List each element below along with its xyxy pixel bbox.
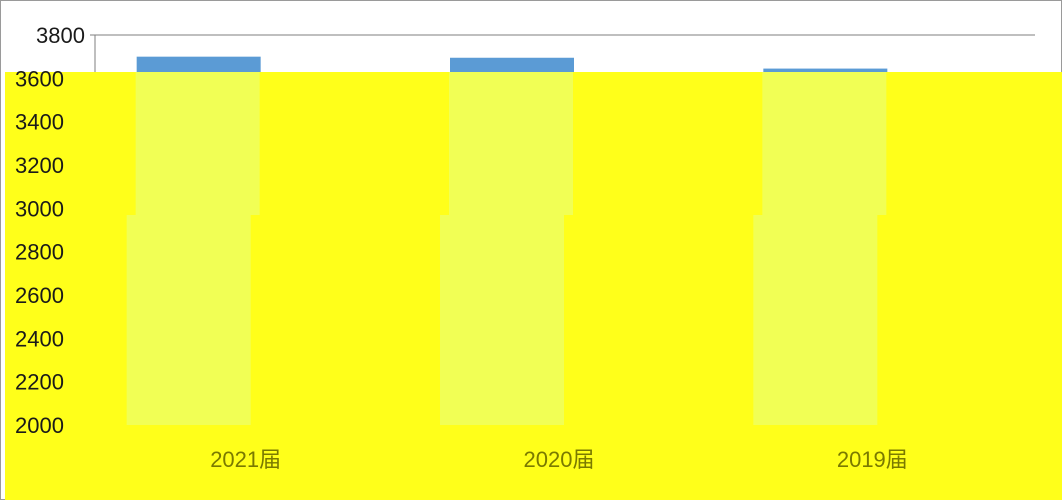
overlay-column-lower (440, 215, 564, 425)
x-category-label: 2021届 (210, 447, 281, 472)
x-category-label: 2019届 (837, 447, 908, 472)
y-tick-label: 3000 (15, 196, 64, 221)
y-tick-label: 2800 (15, 240, 64, 265)
overlay-column-lower (753, 215, 878, 425)
y-tick-labels: 2000 2200 2400 2600 2800 3000 3200 3400 3600 3800 (15, 23, 85, 438)
x-category-labels: 2021届 2020届 2019届 (210, 447, 908, 472)
overlay-column-lower (126, 215, 251, 425)
overlay-columns (126, 72, 887, 425)
y-tick-label: 2400 (15, 326, 64, 351)
y-tick-label: 3200 (15, 153, 64, 178)
overlay-column-upper (449, 72, 573, 215)
y-tick-label: 2000 (15, 413, 64, 438)
y-tick-label: 2600 (15, 283, 64, 308)
y-tick-label: 2200 (15, 370, 64, 395)
y-tick-label: 3400 (15, 110, 64, 135)
overlay-column-upper (135, 72, 260, 215)
y-tick-label: 3800 (36, 23, 85, 48)
overlay-column-upper (762, 72, 887, 215)
y-tick-label: 3600 (15, 66, 64, 91)
x-category-label: 2020届 (524, 447, 595, 472)
